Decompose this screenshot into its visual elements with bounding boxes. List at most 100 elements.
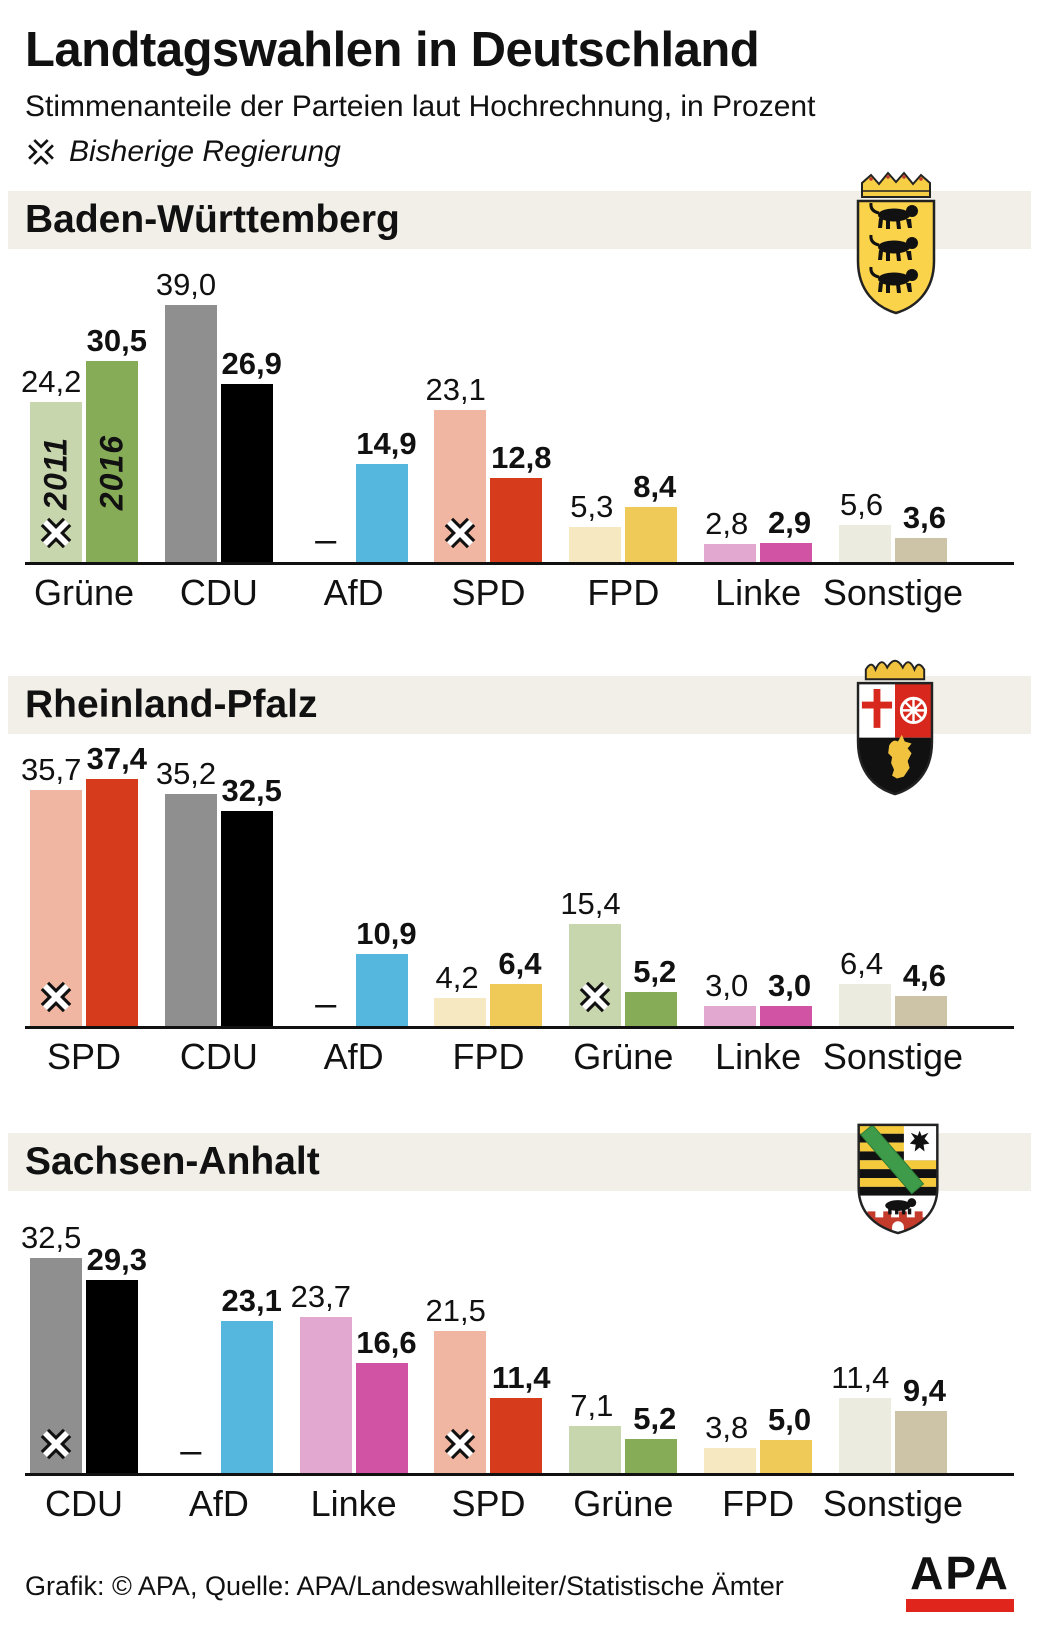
category-label: AfD [323,571,384,613]
value-label-2011: 3,0 [705,967,749,1003]
category-label: Linke [715,571,802,613]
bar-2016 [490,1398,543,1474]
bar-column: 5,6 [838,489,891,562]
governing-cross-icon [445,517,476,549]
footer-credit: Grafik: © APA, Quelle: APA/Landeswahllei… [25,1570,784,1601]
bar-group: 35,2 32,5 [156,758,282,1026]
value-label-2016: 3,0 [768,967,812,1003]
year-label: 2011 [37,437,74,510]
value-label-2016: 16,6 [356,1325,417,1361]
bar-group: –10,9 [300,918,417,1026]
bar-2016 [490,477,543,562]
bar-column: 32,5 [220,775,282,1026]
bar-2016 [86,778,138,1026]
bar-group: 6,4 4,6 [838,948,947,1026]
value-label-2016: 12,8 [491,439,552,475]
bar-column: – [165,1432,217,1473]
bar-2011 [30,1258,82,1474]
bar-group: 11,4 9,4 [831,1362,947,1474]
value-label-2011: 23,7 [290,1279,352,1315]
bar-group: – 14,9 [300,428,417,562]
value-label-2011: 11,4 [831,1360,890,1396]
category-label: Grüne [33,571,135,613]
apa-logo: APA [906,1550,1014,1612]
bar-column: 10,9 [355,918,417,1026]
bar-2011 [30,789,82,1026]
bar-column: 21,5 [425,1295,487,1474]
bar-chart: 24,2 2011 30,5 2016 39,0 26,9–14,9 23,1 12,8 5,3… [21,249,1014,565]
value-label-2011: 32,5 [21,1220,82,1256]
bar-column: 9,4 [894,1375,947,1474]
bar-column: 7,1 [569,1390,622,1474]
bar-2011: 2011 [30,401,82,562]
bar-2011 [704,543,757,562]
bar-column: 24,2 2011 [21,366,82,562]
value-label-2011: 5,3 [570,488,614,524]
bar-column: 16,6 [355,1327,417,1474]
value-label-2016: 26,9 [221,345,282,381]
bar-column: 5,2 [625,956,678,1026]
footer: Grafik: © APA, Quelle: APA/Landeswahllei… [0,1550,1039,1612]
bar-2016 [894,537,947,562]
bar-column: 2,8 [704,508,757,562]
category-labels: CDU AfD Linke SPD Grüne FPD Sonstige [25,1484,1014,1524]
bar-column: 6,4 [838,948,891,1026]
value-label-2011: 4,2 [435,959,479,995]
bar-2016 [894,995,947,1026]
value-label-2016: 5,2 [633,1401,677,1437]
category-label: Sonstige [822,1483,964,1525]
bar-2011 [164,793,217,1026]
section-title: Baden-Württemberg [25,197,400,241]
bar-2016 [220,810,273,1026]
bar-column: 26,9 [220,348,282,562]
value-label-2016: 30,5 [86,322,147,358]
bar-2011 [838,1398,891,1474]
bar-chart: 35,7 37,4 35,2 32,5–10,9 4,2 6,4 15,4 5,2 3,0 3,0… [21,734,1014,1029]
value-label-2011: 6,4 [839,945,884,981]
value-label-2016: 5,0 [768,1402,812,1438]
legend-label: Bisherige Regierung [69,134,341,168]
value-label-2011: 7,1 [570,1388,614,1424]
bar-column: 5,2 [625,1403,678,1474]
section-title: Rheinland-Pfalz [25,682,318,726]
category-label: CDU [179,571,258,613]
bar-group: 5,6 3,6 [838,489,947,562]
value-label-2016: 5,2 [633,953,677,989]
bar-column: 11,4 [831,1362,891,1474]
bar-2011 [838,983,891,1026]
bar-column: – [300,982,352,1026]
value-label-2011: 39,0 [155,266,217,302]
category-label: Linke [310,1483,397,1525]
bar-group: 4,2 6,4 [434,948,543,1026]
bar-2016 [490,983,543,1026]
bar-column: – [300,521,352,562]
bar-column: 23,7 [291,1281,352,1474]
governing-cross-icon [40,1428,72,1460]
bar-column: 4,6 [894,960,947,1026]
bar-2016 [86,1280,138,1474]
bar-2011 [434,409,487,562]
bar-groups: 24,2 2011 30,5 2016 39,0 26,9–14,9 23,1 12,8 5,3… [21,249,1014,562]
bar-groups: 35,7 37,4 35,2 32,5–10,9 4,2 6,4 15,4 5,2 3,0 3,0… [21,734,1014,1026]
bar-2011 [704,1448,757,1474]
bar-2016 [355,1363,408,1474]
bar-group: 23,7 16,6 [291,1281,417,1474]
governing-cross-icon [40,981,72,1012]
value-label-2016: 10,9 [356,915,417,951]
value-label-2016: 23,1 [221,1283,282,1319]
bar-2016 [894,1411,947,1474]
value-label-2016: 4,6 [902,957,946,993]
value-label-2011: 23,1 [425,371,486,407]
bar-2016 [760,1440,813,1474]
legend: Bisherige Regierung [25,135,1014,169]
bar-group: 5,3 8,4 [569,471,678,562]
bar-group: 2,8 2,9 [704,507,813,562]
value-label-2016: 9,4 [902,1373,946,1409]
category-label: CDU [45,1483,123,1525]
bar-column: 23,1 [220,1285,282,1474]
category-label: SPD [451,571,526,613]
category-label: SPD [46,1035,122,1077]
no-data-dash: – [315,982,337,1025]
category-label: AfD [188,1483,249,1525]
value-label-2016: 8,4 [633,468,677,504]
